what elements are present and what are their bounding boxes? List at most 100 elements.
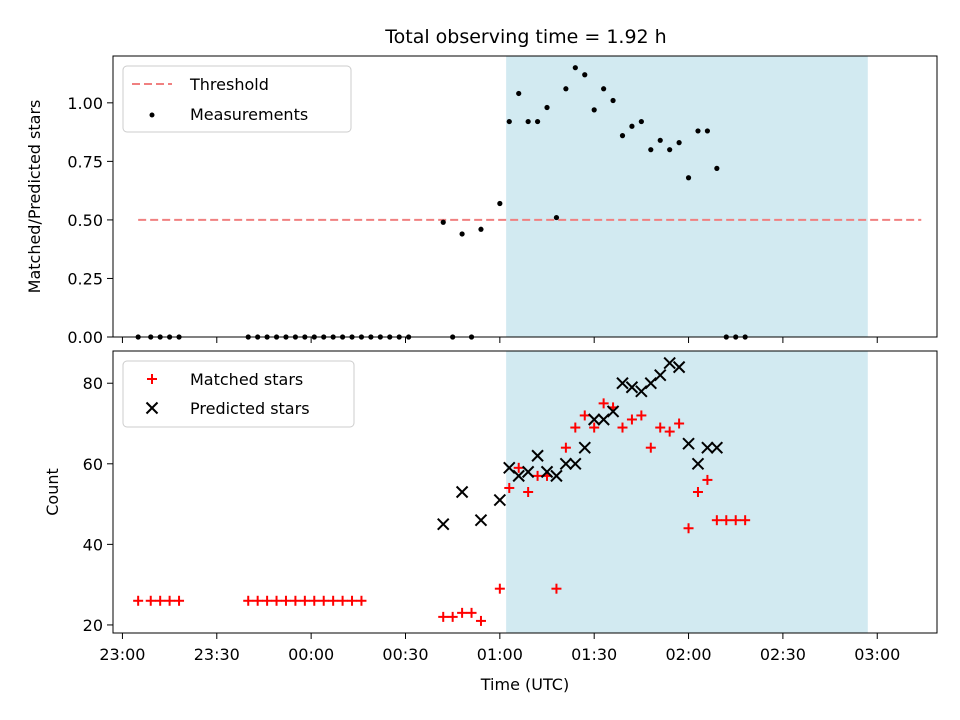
matched-star-point [730, 515, 741, 526]
matched-star-point [145, 595, 156, 606]
measurement-point [553, 214, 560, 221]
y-tick-label: 80 [83, 374, 103, 393]
measurement-point [629, 123, 635, 129]
count-points [133, 356, 751, 626]
x-tick-label: 02:00 [665, 645, 711, 664]
y-tick-label: 0.25 [67, 269, 103, 288]
measurement-point [506, 118, 512, 125]
matched-star-point [475, 615, 486, 626]
matched-star-point [252, 595, 263, 606]
matched-star-point [299, 595, 310, 606]
measurement-point [525, 118, 531, 125]
measurement-point [704, 128, 711, 134]
predicted-star-point [521, 465, 535, 479]
top-shaded-region [506, 56, 868, 337]
y-tick-label: 20 [83, 616, 103, 635]
matched-star-point [447, 611, 458, 622]
top-x-ticks [121, 337, 878, 343]
matched-star-point [702, 474, 713, 485]
matched-star-point [243, 595, 254, 606]
matched-star-point [290, 595, 301, 606]
matched-star-point [721, 515, 732, 526]
x-tick-label: 02:30 [760, 645, 806, 664]
measurement-point [648, 147, 654, 153]
predicted-star-point [559, 457, 573, 471]
measurement-point [657, 137, 663, 143]
bottom-x-axis: 23:00 23:30 00:00 00:30 01:00 01:30 02:00 02:30… [99, 633, 900, 664]
predicted-star-point [531, 449, 544, 462]
measurement-point [497, 200, 503, 207]
measurement-point [478, 226, 484, 232]
matched-star-point [164, 595, 175, 606]
matched-star-point [579, 410, 590, 421]
matched-star-point [328, 595, 339, 606]
matched-star-point [318, 595, 329, 606]
top-y-axis-label: Matched/Predicted stars [25, 100, 44, 294]
bottom-legend-box [122, 360, 355, 428]
matched-star-point [356, 595, 367, 606]
measurement-point [638, 118, 644, 125]
predicted-star-point [682, 437, 695, 450]
bottom-panel: 20 40 60 80 23:00 23:30 00:00 00:30 01:00 01:30 0… [43, 350, 938, 694]
matched-star-point [337, 595, 348, 606]
matched-star-point [617, 422, 628, 433]
measurement-point [440, 219, 446, 225]
y-tick-label: 0.75 [67, 152, 103, 171]
bottom-shaded-region [506, 351, 868, 633]
top-legend: Threshold Measurements [122, 65, 352, 133]
matched-star-point [683, 523, 694, 534]
top-legend-box [122, 65, 352, 133]
top-y-axis: 0.00 0.25 0.50 0.75 1.00 [67, 94, 113, 347]
predicted-star-point [540, 465, 554, 479]
matched-star-point [626, 414, 637, 425]
matched-star-point [560, 442, 571, 453]
legend-predicted-swatch [145, 401, 159, 415]
measurement-point [572, 65, 578, 71]
x-tick-label: 01:30 [571, 645, 617, 664]
measurement-point [667, 147, 673, 153]
bottom-legend: Matched stars Predicted stars [122, 360, 355, 428]
legend-matched-label: Matched stars [190, 370, 303, 389]
y-tick-label: 40 [83, 535, 103, 554]
y-tick-label: 0.00 [67, 328, 103, 347]
predicted-star-point [672, 360, 686, 374]
predicted-star-point [616, 377, 629, 390]
bottom-y-axis-label: Count [43, 468, 62, 516]
x-axis-label: Time (UTC) [480, 675, 569, 694]
matched-star-point [347, 595, 358, 606]
legend-measurements-label: Measurements [190, 105, 308, 124]
y-tick-label: 0.50 [67, 211, 103, 230]
measurement-point [695, 128, 701, 134]
matched-star-point [309, 595, 320, 606]
predicted-star-point [512, 469, 525, 483]
predicted-star-point [701, 441, 714, 454]
predicted-star-point [654, 368, 667, 382]
matched-star-point [598, 398, 609, 409]
matched-star-point [280, 595, 291, 606]
measurement-point [714, 165, 720, 171]
matched-star-point [513, 462, 524, 473]
x-tick-label: 00:00 [288, 645, 334, 664]
matched-star-point [466, 607, 477, 618]
measurement-points [135, 65, 748, 340]
legend-threshold-label: Threshold [189, 75, 269, 94]
legend-matched-swatch [147, 374, 157, 384]
top-plot-frame [112, 55, 938, 338]
legend-plus-mark [147, 374, 157, 384]
x-tick-label: 03:00 [854, 645, 900, 664]
predicted-star-point [606, 405, 620, 418]
matched-star-point [438, 611, 449, 622]
measurement-point [459, 231, 465, 237]
matched-star-point [570, 422, 581, 433]
predicted-star-point [691, 457, 705, 471]
predicted-star-point [474, 513, 488, 527]
predicted-star-point [550, 469, 563, 483]
measurement-point [544, 104, 550, 111]
x-tick-label: 23:30 [194, 645, 240, 664]
matched-star-point [636, 410, 647, 421]
legend-predicted-label: Predicted stars [190, 399, 310, 418]
predicted-star-point [710, 441, 724, 454]
predicted-star-point [493, 493, 507, 507]
measurement-point [676, 140, 682, 146]
measurement-point [534, 118, 541, 125]
